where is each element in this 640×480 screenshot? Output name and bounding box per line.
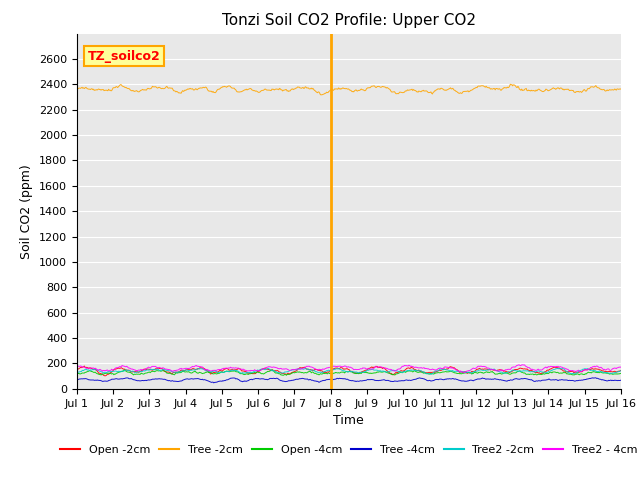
Y-axis label: Soil CO2 (ppm): Soil CO2 (ppm) <box>20 164 33 259</box>
X-axis label: Time: Time <box>333 414 364 427</box>
Text: TZ_soilco2: TZ_soilco2 <box>88 49 161 62</box>
Title: Tonzi Soil CO2 Profile: Upper CO2: Tonzi Soil CO2 Profile: Upper CO2 <box>222 13 476 28</box>
Legend: Open -2cm, Tree -2cm, Open -4cm, Tree -4cm, Tree2 -2cm, Tree2 - 4cm: Open -2cm, Tree -2cm, Open -4cm, Tree -4… <box>56 441 640 459</box>
